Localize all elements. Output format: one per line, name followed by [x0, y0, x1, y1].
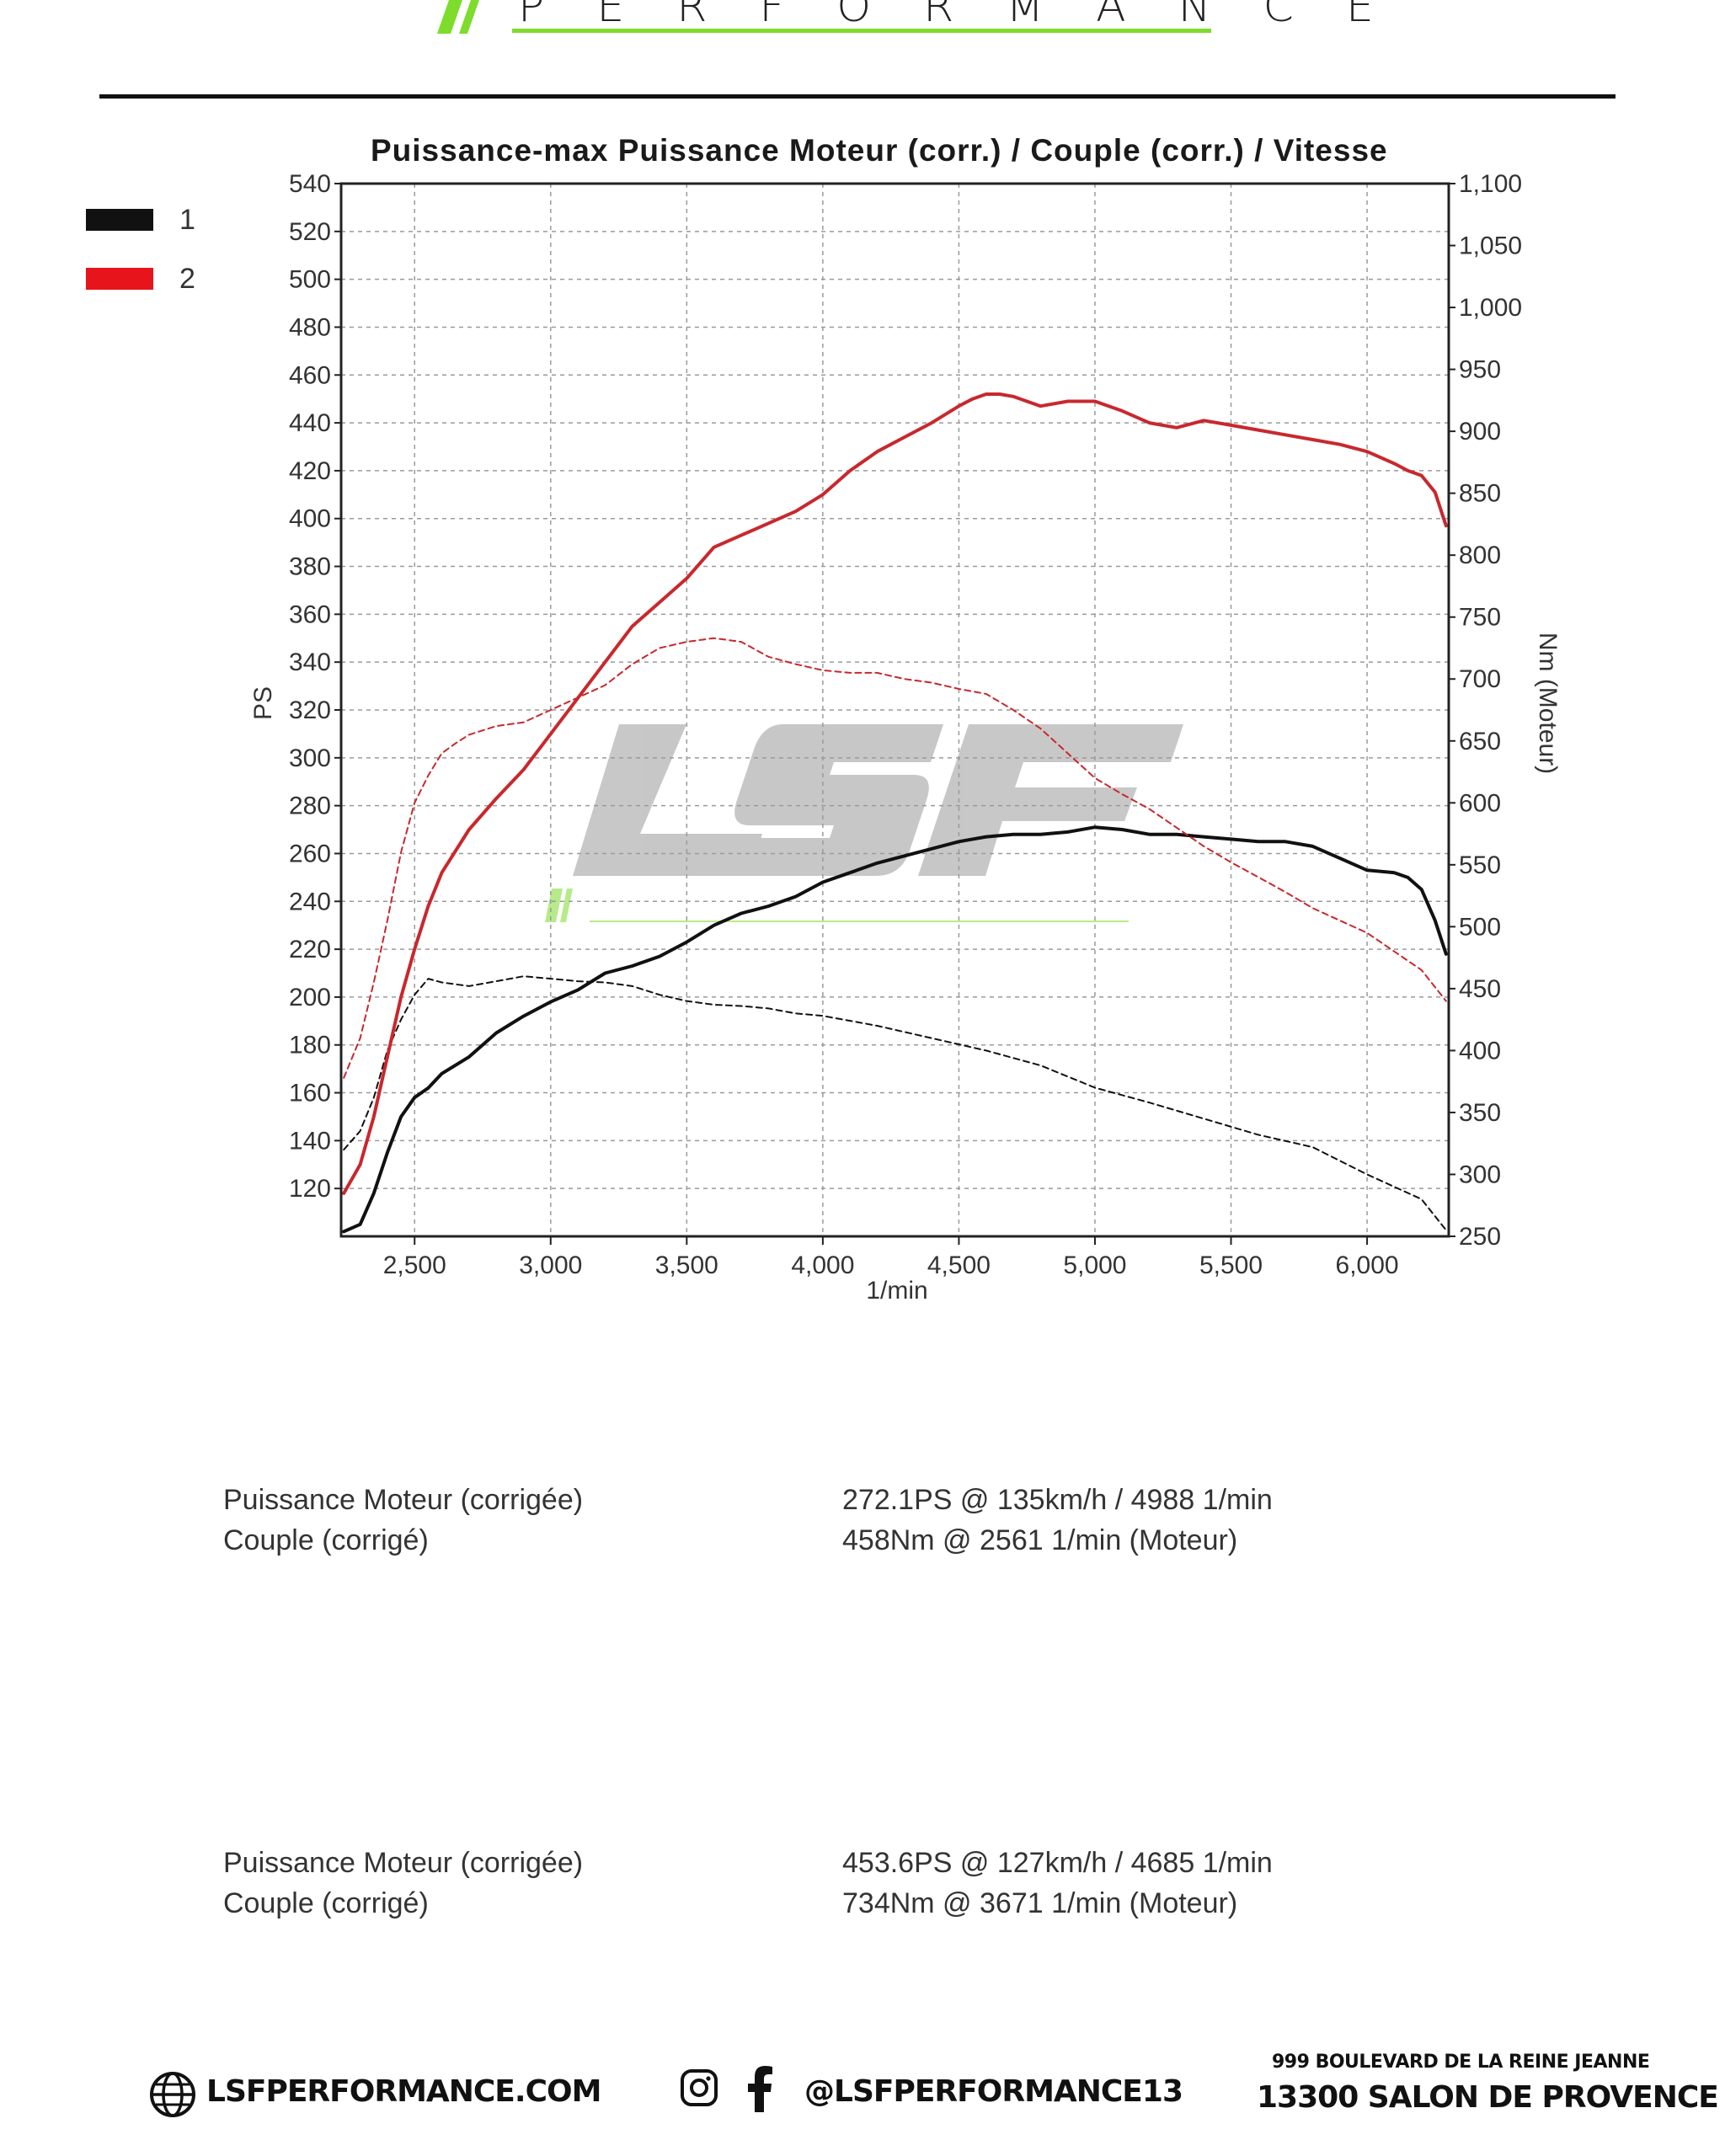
legend-label-2: 2 — [179, 263, 195, 295]
left-axis-ticks: 540 520 500 480 460 440 420 400 380 360 340 320 300 2… — [289, 170, 341, 1203]
result-2-power-value: 453.6PS @ 127km/h / 4685 1/min — [842, 1847, 1273, 1879]
lsf-watermark — [545, 724, 1183, 922]
result-2-torque-label: Couple (corrigé) — [223, 1887, 429, 1919]
left-tick-label: 160 — [289, 1080, 331, 1107]
right-tick-label: 600 — [1459, 789, 1501, 817]
right-tick-label: 700 — [1459, 665, 1501, 693]
left-tick-label: 460 — [289, 361, 331, 389]
x-tick-label: 3,000 — [519, 1251, 582, 1279]
x-axis-label: 1/min — [866, 1277, 927, 1305]
left-tick-label: 260 — [289, 840, 331, 867]
left-tick-label: 220 — [289, 936, 331, 963]
legend-swatch-1 — [86, 209, 153, 231]
right-tick-label: 350 — [1459, 1099, 1501, 1127]
left-tick-label: 280 — [289, 792, 331, 820]
right-axis-label: Nm (Moteur) — [1534, 632, 1562, 774]
series-1-torque-line — [343, 975, 1447, 1231]
right-tick-label: 500 — [1459, 913, 1501, 941]
chart-series — [342, 392, 1448, 1234]
left-tick-label: 300 — [289, 744, 331, 772]
facebook-icon[interactable] — [745, 2065, 774, 2112]
right-axis-ticks: 1,100 1,050 1,000 950 900 850 800 750 700 650 600 5… — [1449, 170, 1522, 1251]
left-tick-label: 540 — [289, 170, 331, 198]
left-tick-label: 360 — [289, 600, 331, 628]
chart-title: Puissance-max Puissance Moteur (corr.) /… — [371, 133, 1388, 168]
result-1-power-label: Puissance Moteur (corrigée) — [223, 1484, 584, 1516]
right-tick-label: 550 — [1459, 851, 1501, 879]
right-tick-label: 1,100 — [1459, 170, 1522, 198]
right-tick-label: 1,000 — [1459, 294, 1522, 322]
instagram-icon[interactable] — [679, 2068, 719, 2108]
left-tick-label: 500 — [289, 266, 331, 294]
brand-underline — [512, 29, 1211, 33]
left-tick-label: 420 — [289, 457, 331, 485]
right-tick-label: 650 — [1459, 728, 1501, 755]
chart-grid — [341, 183, 1449, 1236]
legend-swatch-2 — [86, 268, 153, 290]
website-link[interactable]: LSFPERFORMANCE.COM — [206, 2074, 601, 2109]
x-tick-label: 3,500 — [655, 1251, 718, 1279]
left-tick-label: 480 — [289, 313, 331, 341]
result-2-power-label: Puissance Moteur (corrigée) — [223, 1847, 584, 1879]
right-tick-label: 750 — [1459, 604, 1501, 632]
series-1-power-line — [342, 825, 1448, 1234]
left-tick-label: 400 — [289, 505, 331, 533]
address-line-1: 999 BOULEVARD DE LA REINE JEANNE — [1272, 2052, 1650, 2073]
right-tick-label: 400 — [1459, 1037, 1501, 1065]
left-tick-label: 240 — [289, 888, 331, 915]
brand-logo-mark — [437, 0, 479, 34]
result-2-torque-value: 734Nm @ 3671 1/min (Moteur) — [842, 1887, 1238, 1919]
x-tick-label: 5,500 — [1199, 1251, 1263, 1279]
left-tick-label: 120 — [289, 1175, 331, 1203]
left-tick-label: 180 — [289, 1032, 331, 1059]
plot-frame — [339, 182, 1450, 1238]
series-2-torque-line — [343, 637, 1447, 1079]
dyno-chart: 2,500 3,000 3,500 4,000 4,500 5,000 5,500 6,000… — [86, 170, 1562, 1305]
right-tick-label: 950 — [1459, 356, 1501, 384]
right-tick-label: 450 — [1459, 975, 1501, 1003]
left-tick-label: 380 — [289, 553, 331, 581]
brand-wordmark: PERFORMANCE — [518, 0, 1426, 32]
x-tick-label: 4,000 — [791, 1251, 854, 1279]
left-tick-label: 320 — [289, 696, 331, 724]
x-tick-label: 6,000 — [1336, 1251, 1399, 1279]
left-tick-label: 140 — [289, 1127, 331, 1155]
x-tick-label: 5,000 — [1063, 1251, 1126, 1279]
left-tick-label: 340 — [289, 648, 331, 676]
left-tick-label: 440 — [289, 409, 331, 437]
series-2-power-line — [342, 392, 1448, 1195]
right-tick-label: 300 — [1459, 1161, 1501, 1188]
x-tick-label: 4,500 — [927, 1251, 991, 1279]
result-1-torque-value: 458Nm @ 2561 1/min (Moteur) — [842, 1524, 1238, 1556]
header-divider — [99, 94, 1616, 99]
legend-label-1: 1 — [179, 204, 195, 236]
right-tick-label: 850 — [1459, 480, 1501, 508]
right-tick-label: 250 — [1459, 1223, 1501, 1251]
left-axis-label: PS — [249, 686, 277, 720]
social-handle[interactable]: @LSFPERFORMANCE13 — [804, 2074, 1183, 2109]
result-1-torque-label: Couple (corrigé) — [223, 1524, 429, 1556]
left-tick-label: 520 — [289, 218, 331, 246]
right-tick-label: 800 — [1459, 542, 1501, 569]
address-line-2: 13300 SALON DE PROVENCE — [1257, 2080, 1719, 2115]
left-tick-label: 200 — [289, 984, 331, 1011]
right-tick-label: 1,050 — [1459, 232, 1522, 260]
x-tick-label: 2,500 — [383, 1251, 446, 1279]
chart-legend: 12 — [86, 204, 195, 295]
globe-icon — [150, 2072, 195, 2117]
right-tick-label: 900 — [1459, 418, 1501, 446]
x-axis-ticks: 2,500 3,000 3,500 4,000 4,500 5,000 5,500 6,000 — [383, 1236, 1399, 1279]
result-1-power-value: 272.1PS @ 135km/h / 4988 1/min — [842, 1484, 1273, 1516]
